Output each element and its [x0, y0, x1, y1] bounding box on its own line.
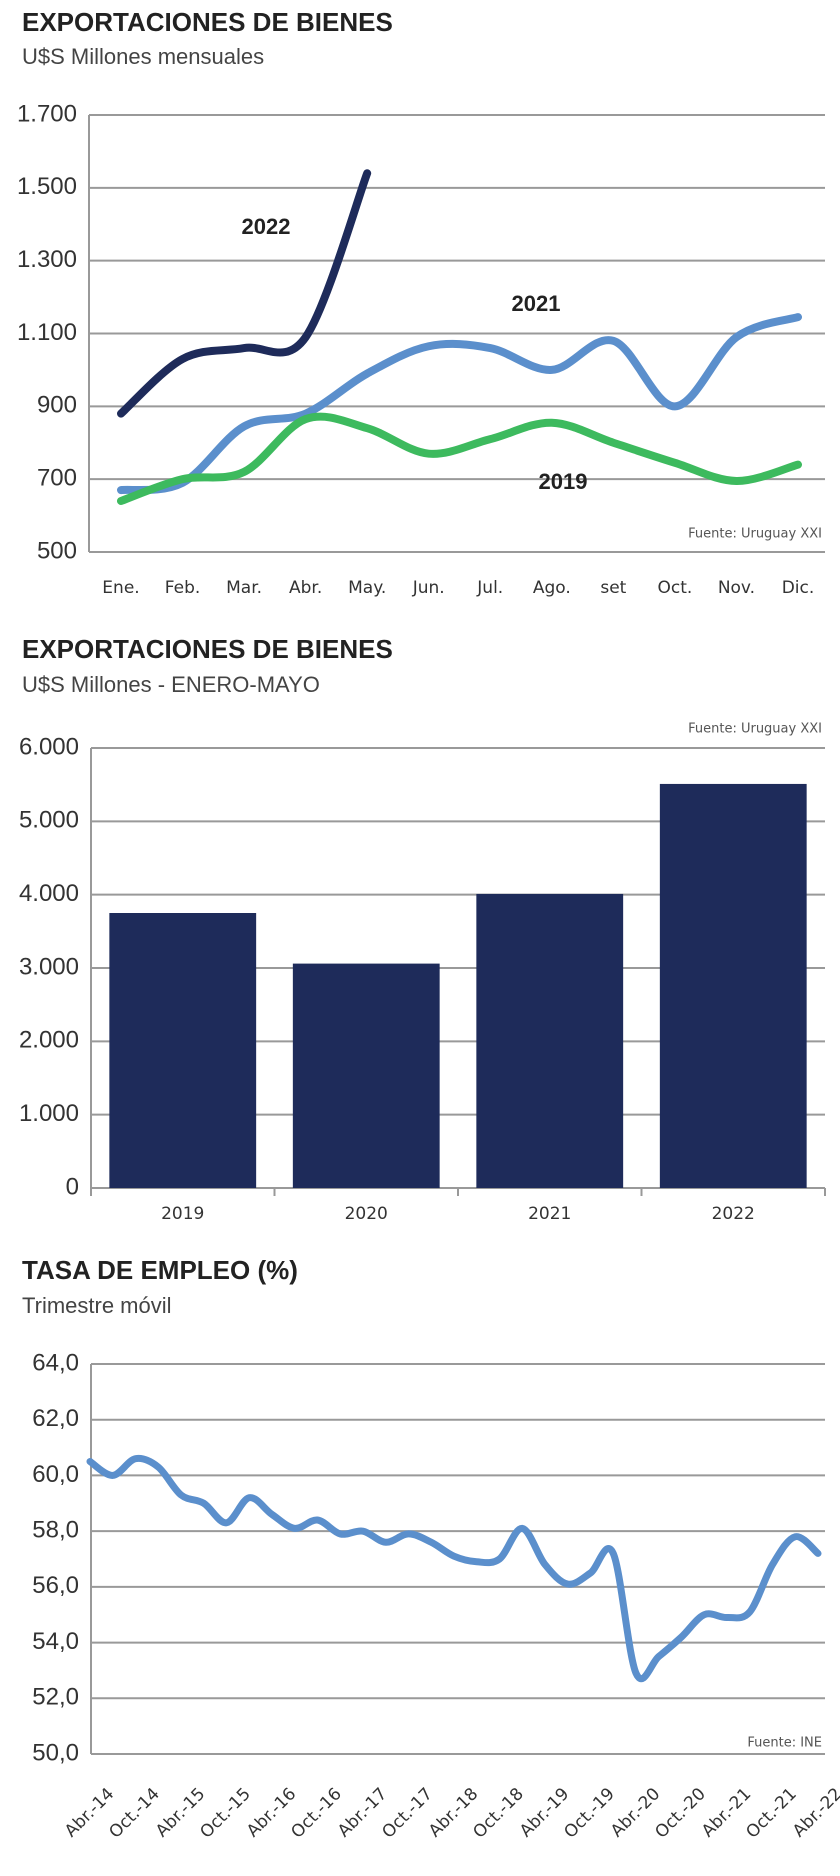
x-tick-label: Mar. [226, 578, 262, 598]
y-tick-label: 50,0 [32, 1739, 79, 1766]
x-tick-label: Oct.-17 [378, 1784, 436, 1842]
x-tick-label: Oct.-21 [742, 1784, 800, 1842]
y-tick-label: 5.000 [19, 807, 79, 834]
x-tick-label: Feb. [165, 578, 201, 598]
y-tick-label: 700 [37, 465, 77, 492]
y-tick-label: 4.000 [19, 880, 79, 907]
x-tick-label: 2022 [712, 1204, 755, 1224]
x-tick-label: Nov. [718, 578, 755, 598]
y-tick-label: 2.000 [19, 1027, 79, 1054]
x-tick-label: Ago. [533, 578, 571, 598]
chart-subtitle: Trimestre móvil [22, 1293, 172, 1318]
bar [659, 783, 807, 1188]
y-tick-label: 56,0 [32, 1572, 79, 1599]
bar [109, 913, 257, 1188]
series-label: 2019 [539, 469, 588, 494]
chart-title: TASA DE EMPLEO (%) [22, 1255, 298, 1285]
x-tick-label: 2021 [528, 1204, 571, 1224]
y-tick-label: 1.500 [17, 173, 77, 200]
x-tick-label: Oct.-14 [105, 1784, 163, 1842]
y-tick-label: 1.300 [17, 246, 77, 273]
chart-title: EXPORTACIONES DE BIENES [22, 634, 393, 664]
x-tick-label: Ene. [102, 578, 139, 598]
x-tick-label: Oct.-15 [196, 1784, 254, 1842]
y-tick-label: 1.700 [17, 100, 77, 127]
y-tick-label: 0 [66, 1173, 79, 1200]
y-tick-label: 3.000 [19, 953, 79, 980]
y-tick-label: 52,0 [32, 1684, 79, 1711]
x-tick-label: Abr. [289, 578, 322, 598]
y-tick-label: 58,0 [32, 1516, 79, 1543]
series-label: 2022 [242, 214, 291, 239]
x-tick-label: Jun. [412, 578, 445, 598]
x-tick-label: Oct.-16 [287, 1784, 345, 1842]
x-tick-label: May. [348, 578, 386, 598]
y-tick-label: 500 [37, 537, 77, 564]
y-tick-label: 1.100 [17, 319, 77, 346]
x-tick-label: Oct.-20 [651, 1784, 709, 1842]
source-note: Fuente: INE [747, 1736, 822, 1751]
x-tick-label: Oct.-18 [469, 1784, 527, 1842]
x-tick-label: Oct.-19 [560, 1784, 618, 1842]
x-tick-label: Jul. [476, 578, 503, 598]
source-note: Fuente: Uruguay XXI [688, 527, 822, 542]
chart-subtitle: U$S Millones mensuales [22, 44, 264, 69]
series-label: 2021 [512, 291, 561, 316]
bar [476, 893, 624, 1188]
y-tick-label: 60,0 [32, 1461, 79, 1488]
y-tick-label: 1.000 [19, 1100, 79, 1127]
series-line [117, 412, 802, 506]
x-tick-label: 2019 [161, 1204, 204, 1224]
y-tick-label: 900 [37, 392, 77, 419]
y-tick-label: 54,0 [32, 1628, 79, 1655]
x-tick-label: 2020 [345, 1204, 388, 1224]
chart-subtitle: U$S Millones - ENERO-MAYO [22, 672, 320, 697]
x-tick-label: set [600, 578, 626, 598]
series-line [86, 1454, 822, 1683]
y-tick-label: 62,0 [32, 1405, 79, 1432]
y-tick-label: 6.000 [19, 733, 79, 760]
chart-title: EXPORTACIONES DE BIENES [22, 7, 393, 37]
series-line [117, 313, 802, 495]
source-note: Fuente: Uruguay XXI [688, 722, 822, 737]
bar [292, 963, 440, 1188]
y-tick-label: 64,0 [32, 1349, 79, 1376]
x-tick-label: Oct. [658, 578, 693, 598]
x-tick-label: Dic. [782, 578, 815, 598]
series-line [117, 169, 372, 418]
x-tick-label: Abr.-22 [789, 1784, 840, 1841]
